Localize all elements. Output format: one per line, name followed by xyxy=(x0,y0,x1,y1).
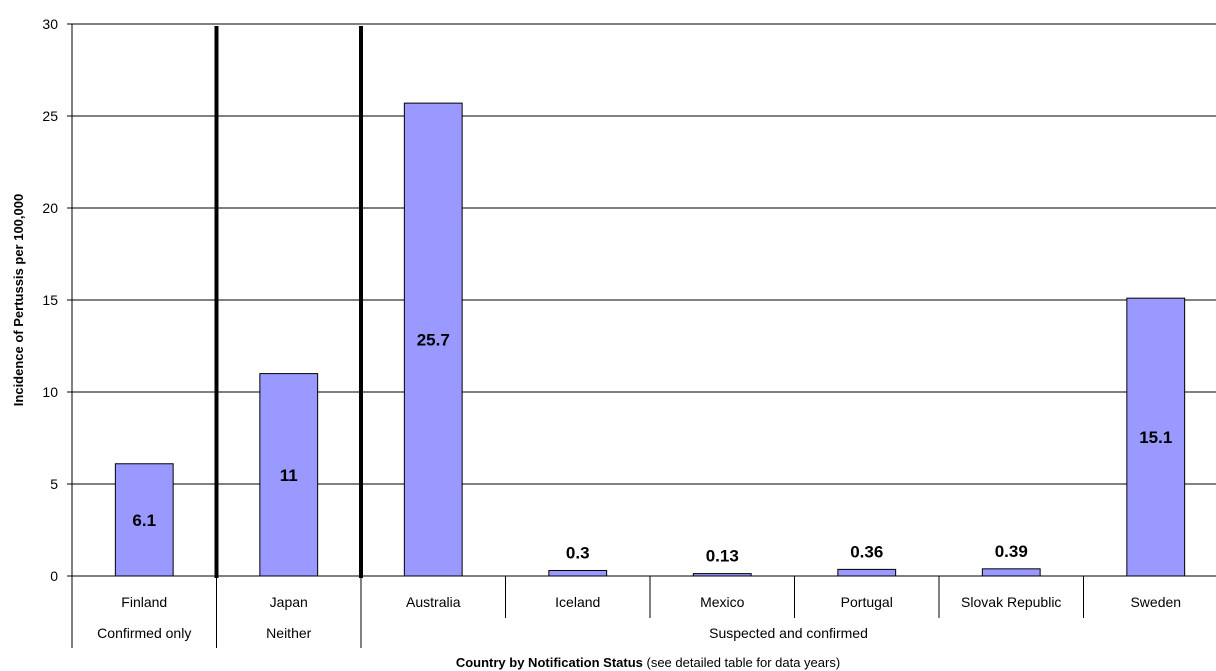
y-tick-label: 15 xyxy=(42,292,58,308)
bar-portugal xyxy=(837,568,897,577)
data-labels: 6.1 11 25.7 0.3 0.13 0.36 0.39 15.1 xyxy=(132,331,1172,566)
data-label: 0.36 xyxy=(850,542,883,561)
group-label: Neither xyxy=(266,625,311,641)
y-tick-label: 25 xyxy=(42,108,58,124)
data-label: 0.39 xyxy=(995,542,1028,561)
y-tick-label: 0 xyxy=(50,568,58,584)
group-label: Confirmed only xyxy=(97,625,191,641)
y-tick-label: 10 xyxy=(42,384,58,400)
group-labels: Confirmed only Neither Suspected and confi… xyxy=(97,625,868,641)
x-axis-label-note: (see detailed table for data years) xyxy=(643,655,840,670)
category-label: Slovak Republic xyxy=(961,594,1061,610)
data-label: 0.13 xyxy=(706,547,739,566)
category-label: Finland xyxy=(121,594,167,610)
y-tick-label: 5 xyxy=(50,476,58,492)
bars xyxy=(114,102,1186,577)
bar-sweden xyxy=(1126,297,1186,577)
group-dividers xyxy=(214,26,363,578)
gridlines xyxy=(72,23,1216,485)
bar-iceland xyxy=(548,569,608,577)
y-axis-label: Incidence of Pertussis per 100,000 xyxy=(11,194,26,406)
category-label: Portugal xyxy=(841,594,893,610)
x-axis-label-main: Country by Notification Status xyxy=(456,655,643,670)
group-label: Suspected and confirmed xyxy=(709,625,868,641)
data-label: 0.3 xyxy=(566,543,590,562)
y-tick-label: 20 xyxy=(42,200,58,216)
category-label: Australia xyxy=(406,594,461,610)
y-tick-label: 30 xyxy=(42,16,58,32)
category-label: Japan xyxy=(270,594,308,610)
y-tick-labels: 0 5 10 15 20 25 30 xyxy=(42,16,58,584)
data-label: 25.7 xyxy=(417,331,450,350)
data-label: 15.1 xyxy=(1139,428,1172,447)
bar-australia xyxy=(403,102,463,577)
category-label: Sweden xyxy=(1130,594,1181,610)
data-label: 6.1 xyxy=(132,511,156,530)
category-labels: Finland Japan Australia Iceland Mexico Portug… xyxy=(121,594,1181,610)
x-axis-label: Country by Notification Status (see deta… xyxy=(456,655,840,670)
bar-japan xyxy=(259,373,319,577)
data-label: 11 xyxy=(280,466,298,485)
category-label: Mexico xyxy=(700,594,745,610)
bar-slovak-republic xyxy=(981,568,1041,577)
axes xyxy=(67,23,1216,648)
category-label: Iceland xyxy=(555,594,600,610)
